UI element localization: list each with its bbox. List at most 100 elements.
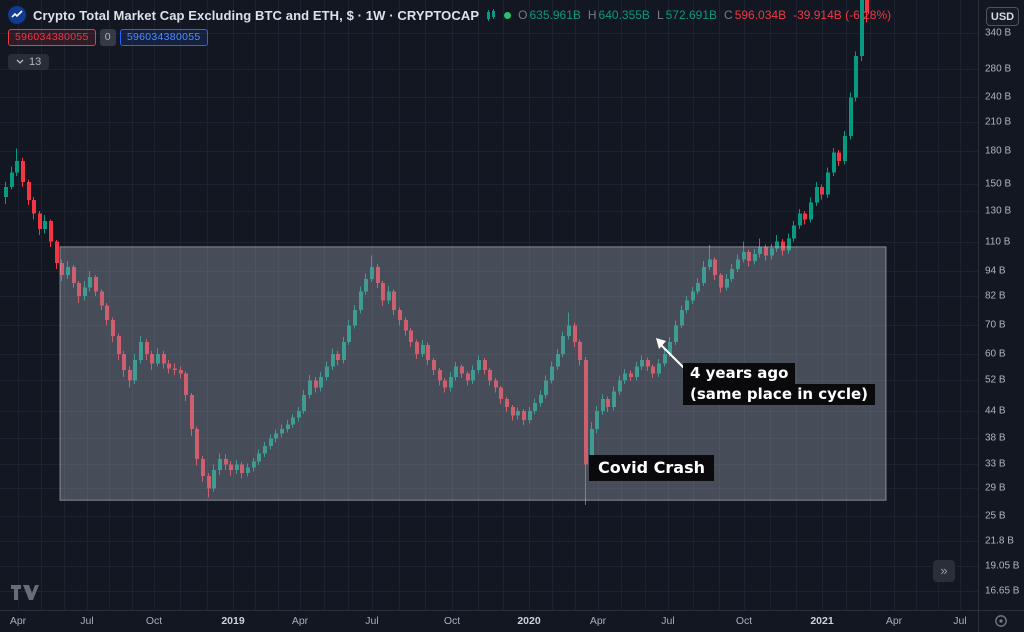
- candle-body: [38, 213, 42, 229]
- candle-body: [483, 360, 487, 370]
- price-tick-label: 82 B: [985, 290, 1006, 302]
- candle-body: [432, 360, 436, 370]
- candle-body: [167, 363, 171, 369]
- candle-body: [494, 380, 498, 388]
- candlestick-chart: [0, 0, 978, 610]
- market-status-icon[interactable]: [504, 11, 512, 19]
- price-tick-label: 52 B: [985, 374, 1006, 386]
- candle-body: [207, 476, 211, 489]
- candle-body: [854, 56, 858, 98]
- currency-button[interactable]: USD: [986, 7, 1019, 26]
- time-tick-label: 2021: [810, 615, 834, 627]
- candle-body: [668, 341, 672, 354]
- candle-body: [179, 369, 183, 374]
- candle-body: [319, 376, 323, 388]
- candle-body: [595, 411, 599, 429]
- candle-body: [544, 380, 548, 396]
- candle-body: [505, 399, 509, 408]
- candle-body: [466, 373, 470, 381]
- candle-body: [725, 278, 729, 288]
- value-badge-zero[interactable]: 0: [99, 29, 116, 46]
- candle-body: [94, 276, 98, 292]
- candle-body: [601, 399, 605, 412]
- candle-body: [43, 221, 47, 229]
- candle-body: [443, 380, 447, 388]
- candle-body: [128, 369, 132, 381]
- price-axis[interactable]: USD 340 B 280 B 240 B 210 B 180 B 150 B 130 B 1…: [978, 0, 1024, 610]
- candle-body: [798, 213, 802, 226]
- price-tick-label: 130 B: [985, 205, 1012, 217]
- candle-body: [471, 369, 475, 381]
- candle-body: [646, 360, 650, 367]
- candle-body: [651, 366, 655, 374]
- candle-wick: [709, 245, 710, 271]
- candle-body: [77, 283, 81, 297]
- candle-body: [449, 376, 453, 388]
- candle-body: [269, 438, 273, 446]
- candle-body: [286, 424, 290, 429]
- candle-body: [567, 325, 571, 337]
- candle-body: [302, 395, 306, 412]
- candle-body: [117, 336, 121, 354]
- value-badge-red[interactable]: 596034380055: [8, 29, 96, 46]
- symbol-title[interactable]: Crypto Total Market Cap Excluding BTC an…: [33, 7, 480, 23]
- candle-body: [72, 266, 76, 284]
- time-axis[interactable]: Apr Jul Oct 2019 Apr Jul Oct 2020 Apr Jul Oct 2021 A…: [0, 610, 978, 632]
- time-tick-label: Apr: [589, 615, 607, 627]
- symbol-legend: Crypto Total Market Cap Excluding BTC an…: [8, 6, 898, 24]
- price-tick-label: 280 B: [985, 63, 1012, 75]
- collapsed-indicators-toggle[interactable]: 13: [8, 53, 50, 70]
- candle-body: [246, 467, 250, 474]
- symbol-logo-icon[interactable]: [8, 6, 26, 24]
- price-tick-label: 19.05 B: [985, 560, 1020, 572]
- time-tick-label: Oct: [145, 615, 163, 627]
- candle-body: [561, 336, 565, 354]
- cycle-annotation[interactable]: 4 years ago (same place in cycle): [683, 363, 875, 405]
- candle-body: [376, 266, 380, 284]
- price-tick-label: 25 B: [985, 510, 1006, 522]
- candle-body: [133, 360, 137, 381]
- candle-body: [421, 344, 425, 354]
- open-label: O: [518, 8, 528, 22]
- time-tick-label: Jul: [80, 615, 94, 627]
- candle-body: [674, 325, 678, 342]
- candle-body: [66, 266, 70, 275]
- change-value: -39.914B (-6.28%): [793, 8, 892, 22]
- candle-body: [702, 266, 706, 284]
- candle-body: [291, 417, 295, 425]
- value-badge-blue[interactable]: 596034380055: [119, 29, 208, 46]
- go-to-realtime-button[interactable]: »: [933, 560, 955, 582]
- time-tick-label: Jul: [953, 615, 967, 627]
- candle-body: [758, 246, 762, 254]
- candle-body: [314, 380, 318, 388]
- candle-body: [359, 291, 363, 311]
- candle-body: [224, 458, 228, 465]
- candle-body: [308, 380, 312, 396]
- tradingview-logo[interactable]: [10, 584, 40, 606]
- price-tick-label: 210 B: [985, 116, 1012, 128]
- candle-body: [156, 353, 160, 364]
- axis-separator-vertical: [978, 0, 979, 632]
- candle-body: [787, 238, 791, 251]
- candle-body: [387, 291, 391, 301]
- candle-body: [528, 411, 532, 420]
- cycle-annotation-line1: 4 years ago: [683, 363, 796, 384]
- candle-body: [353, 310, 357, 326]
- candle-body: [584, 360, 588, 465]
- covid-crash-annotation[interactable]: Covid Crash: [589, 455, 715, 481]
- candle-body: [815, 186, 819, 203]
- candle-body: [122, 353, 126, 370]
- axis-settings-corner[interactable]: [978, 610, 1024, 632]
- chart-pane[interactable]: Crypto Total Market Cap Excluding BTC an…: [0, 0, 978, 610]
- collapsed-indicators-row: 13: [8, 51, 50, 70]
- candle-body: [832, 152, 836, 173]
- time-tick-label: Apr: [291, 615, 309, 627]
- candle-body: [713, 259, 717, 275]
- candle-body: [691, 291, 695, 301]
- candle-body: [516, 411, 520, 416]
- candle-body: [696, 283, 700, 292]
- candle-body: [556, 353, 560, 367]
- candle-body: [680, 310, 684, 326]
- open-value: 635.961B: [529, 8, 581, 22]
- candle-body: [511, 407, 515, 416]
